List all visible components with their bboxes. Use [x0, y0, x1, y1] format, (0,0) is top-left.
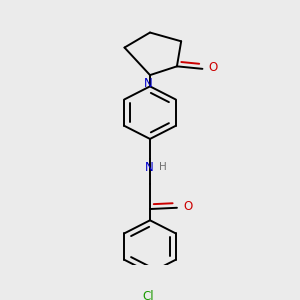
Text: N: N: [145, 161, 153, 174]
Text: Cl: Cl: [142, 290, 154, 300]
Text: O: O: [183, 200, 192, 213]
Text: H: H: [159, 163, 167, 172]
Text: O: O: [208, 61, 218, 74]
Text: N: N: [144, 76, 153, 90]
